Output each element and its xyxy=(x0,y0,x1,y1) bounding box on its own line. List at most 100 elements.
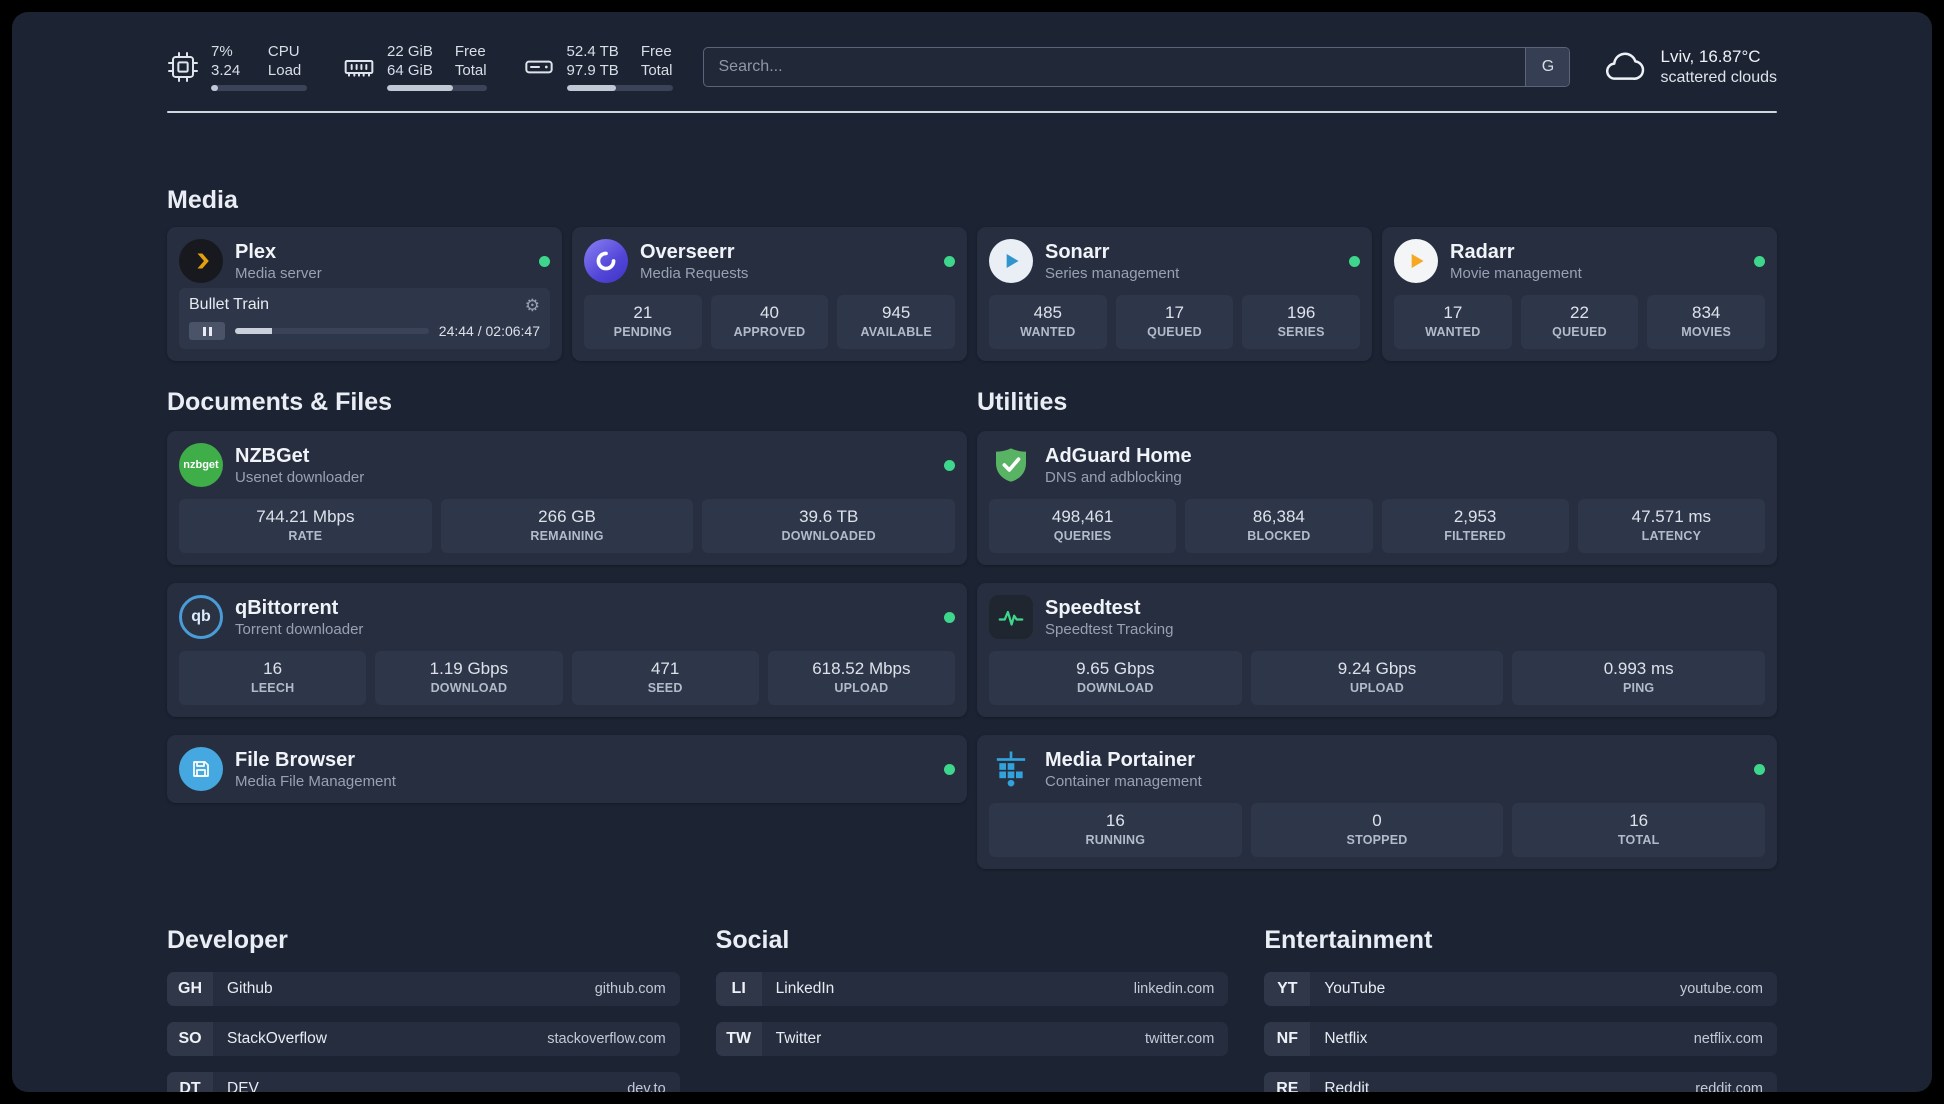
search-input[interactable] xyxy=(703,47,1526,86)
stat-queries: 498,461 QUERIES xyxy=(989,499,1177,553)
service-description: Speedtest Tracking xyxy=(1045,620,1174,638)
cloud-icon xyxy=(1600,47,1648,87)
bookmark-dev[interactable]: DT DEV dev.to xyxy=(167,1072,680,1092)
radarr-icon xyxy=(1394,239,1438,283)
service-name: qBittorrent xyxy=(235,596,339,619)
service-description: DNS and adblocking xyxy=(1045,468,1182,486)
bookmark-netflix[interactable]: NF Netflix netflix.com xyxy=(1264,1022,1777,1056)
bookmark-url: stackoverflow.com xyxy=(547,1031,666,1047)
bookmark-url: twitter.com xyxy=(1145,1031,1215,1047)
memory-progress-bar xyxy=(387,85,487,91)
disk-total-value: 97.9 TB xyxy=(566,62,619,79)
status-indicator xyxy=(944,611,955,623)
disk-widget: 52.4 TB Free 97.9 TB Total xyxy=(523,42,673,91)
service-card-nzbget[interactable]: nzbget NZBGet Usenet downloader 744.21 M… xyxy=(167,431,967,565)
service-name: File Browser xyxy=(235,748,356,771)
stat-download: 1.19 Gbps DOWNLOAD xyxy=(375,651,563,705)
overseerr-icon xyxy=(584,239,628,283)
status-indicator xyxy=(1754,763,1765,775)
bookmark-name: Reddit xyxy=(1324,1080,1370,1092)
bookmarks-developer: Developer GH Github github.com SO StackO… xyxy=(167,925,680,1092)
bookmark-url: dev.to xyxy=(627,1081,666,1092)
status-indicator xyxy=(944,459,955,471)
service-card-plex[interactable]: Plex Media server Bullet Train ⚙ xyxy=(167,227,562,361)
service-description: Media File Management xyxy=(235,772,396,790)
service-description: Media Requests xyxy=(640,264,749,282)
bookmark-name: DEV xyxy=(227,1080,259,1092)
pause-button[interactable] xyxy=(189,322,225,340)
bookmark-github[interactable]: GH Github github.com xyxy=(167,972,680,1006)
service-name: Overseerr xyxy=(640,240,735,263)
social-section-title: Social xyxy=(715,926,790,954)
service-card-sonarr[interactable]: Sonarr Series management 485 WANTED 17 Q… xyxy=(977,227,1372,361)
memory-total-label: Total xyxy=(454,62,487,79)
service-description: Torrent downloader xyxy=(235,620,364,638)
disk-free-value: 52.4 TB xyxy=(566,43,619,60)
bookmark-name: Twitter xyxy=(775,1030,822,1047)
memory-free-label: Free xyxy=(454,43,486,60)
stat-wanted: 485 WANTED xyxy=(989,295,1107,349)
service-name: Radarr xyxy=(1450,240,1515,263)
service-card-speedtest[interactable]: Speedtest Speedtest Tracking 9.65 Gbps D… xyxy=(977,583,1777,717)
service-card-filebrowser[interactable]: File Browser Media File Management xyxy=(167,735,967,803)
nzbget-icon: nzbget xyxy=(179,443,223,487)
sonarr-icon xyxy=(989,239,1033,283)
service-description: Series management xyxy=(1045,264,1180,282)
service-card-radarr[interactable]: Radarr Movie management 17 WANTED 22 QUE… xyxy=(1382,227,1777,361)
service-description: Usenet downloader xyxy=(235,468,365,486)
bookmark-twitter[interactable]: TW Twitter twitter.com xyxy=(715,1022,1229,1056)
gear-icon[interactable]: ⚙ xyxy=(524,295,540,315)
disk-total-label: Total xyxy=(640,62,673,79)
stat-filtered: 2,953 FILTERED xyxy=(1381,499,1569,553)
now-playing-title: Bullet Train xyxy=(189,296,270,313)
stat-pending: 21 PENDING xyxy=(584,295,702,349)
status-indicator xyxy=(1754,255,1765,267)
stat-upload: 9.24 Gbps UPLOAD xyxy=(1250,651,1504,705)
section-utilities: Utilities AdGuard Home xyxy=(977,387,1777,869)
bookmark-abbr: DT xyxy=(167,1072,213,1092)
now-playing-widget: Bullet Train ⚙ 24:44 / 02:06:47 xyxy=(179,288,550,349)
stat-latency: 47.571 ms LATENCY xyxy=(1577,499,1765,553)
bookmark-youtube[interactable]: YT YouTube youtube.com xyxy=(1264,972,1777,1006)
cpu-progress-bar xyxy=(211,85,307,91)
stat-remaining: 266 GB REMAINING xyxy=(440,499,694,553)
bookmark-url: netflix.com xyxy=(1693,1031,1763,1047)
service-description: Media server xyxy=(235,264,322,282)
bookmark-abbr: NF xyxy=(1264,1022,1311,1056)
service-name: Media Portainer xyxy=(1045,748,1196,771)
cpu-load-label: Load xyxy=(267,62,302,79)
bookmark-stackoverflow[interactable]: SO StackOverflow stackoverflow.com xyxy=(167,1022,680,1056)
cpu-widget: 7% CPU 3.24 Load xyxy=(167,42,307,91)
stat-series: 196 SERIES xyxy=(1242,295,1361,349)
section-documents: Documents & Files nzbget NZBGet Usenet d… xyxy=(167,387,967,869)
media-section-title: Media xyxy=(167,186,238,214)
utilities-section-title: Utilities xyxy=(977,388,1068,416)
weather-widget: Lviv, 16.87°C scattered clouds xyxy=(1600,46,1777,88)
service-card-qbittorrent[interactable]: qb qBittorrent Torrent downloader 16 LEE… xyxy=(167,583,967,717)
playback-time: 24:44 / 02:06:47 xyxy=(438,323,540,339)
bookmarks-entertainment: Entertainment YT YouTube youtube.com NF … xyxy=(1264,925,1777,1092)
stat-approved: 40 APPROVED xyxy=(710,295,829,349)
bookmark-linkedin[interactable]: LI LinkedIn linkedin.com xyxy=(715,972,1229,1006)
stat-blocked: 86,384 BLOCKED xyxy=(1185,499,1373,553)
stat-downloaded: 39.6 TB DOWNLOADED xyxy=(702,499,956,553)
stat-download: 9.65 Gbps DOWNLOAD xyxy=(989,651,1242,705)
bookmark-url: linkedin.com xyxy=(1133,981,1215,997)
service-description: Movie management xyxy=(1450,264,1582,282)
service-card-portainer[interactable]: Media Portainer Container management 16 … xyxy=(977,735,1777,869)
entertainment-section-title: Entertainment xyxy=(1264,926,1433,954)
bookmark-abbr: TW xyxy=(715,1022,762,1056)
stat-ping: 0.993 ms PING xyxy=(1512,651,1766,705)
memory-total-value: 64 GiB xyxy=(387,62,433,79)
bookmark-reddit[interactable]: RE Reddit reddit.com xyxy=(1264,1072,1777,1092)
service-card-adguard[interactable]: AdGuard Home DNS and adblocking 498,461 … xyxy=(977,431,1777,565)
bookmark-url: reddit.com xyxy=(1695,1081,1763,1092)
search-provider-button[interactable]: G xyxy=(1525,47,1570,86)
section-media: Media Plex Media server xyxy=(167,185,1777,361)
weather-condition: scattered clouds xyxy=(1660,68,1777,86)
service-name: Speedtest xyxy=(1045,596,1141,619)
stat-available: 945 AVAILABLE xyxy=(837,295,956,349)
portainer-icon xyxy=(989,747,1033,791)
service-card-overseerr[interactable]: Overseerr Media Requests 21 PENDING 40 A… xyxy=(572,227,967,361)
bookmark-name: LinkedIn xyxy=(775,980,835,997)
